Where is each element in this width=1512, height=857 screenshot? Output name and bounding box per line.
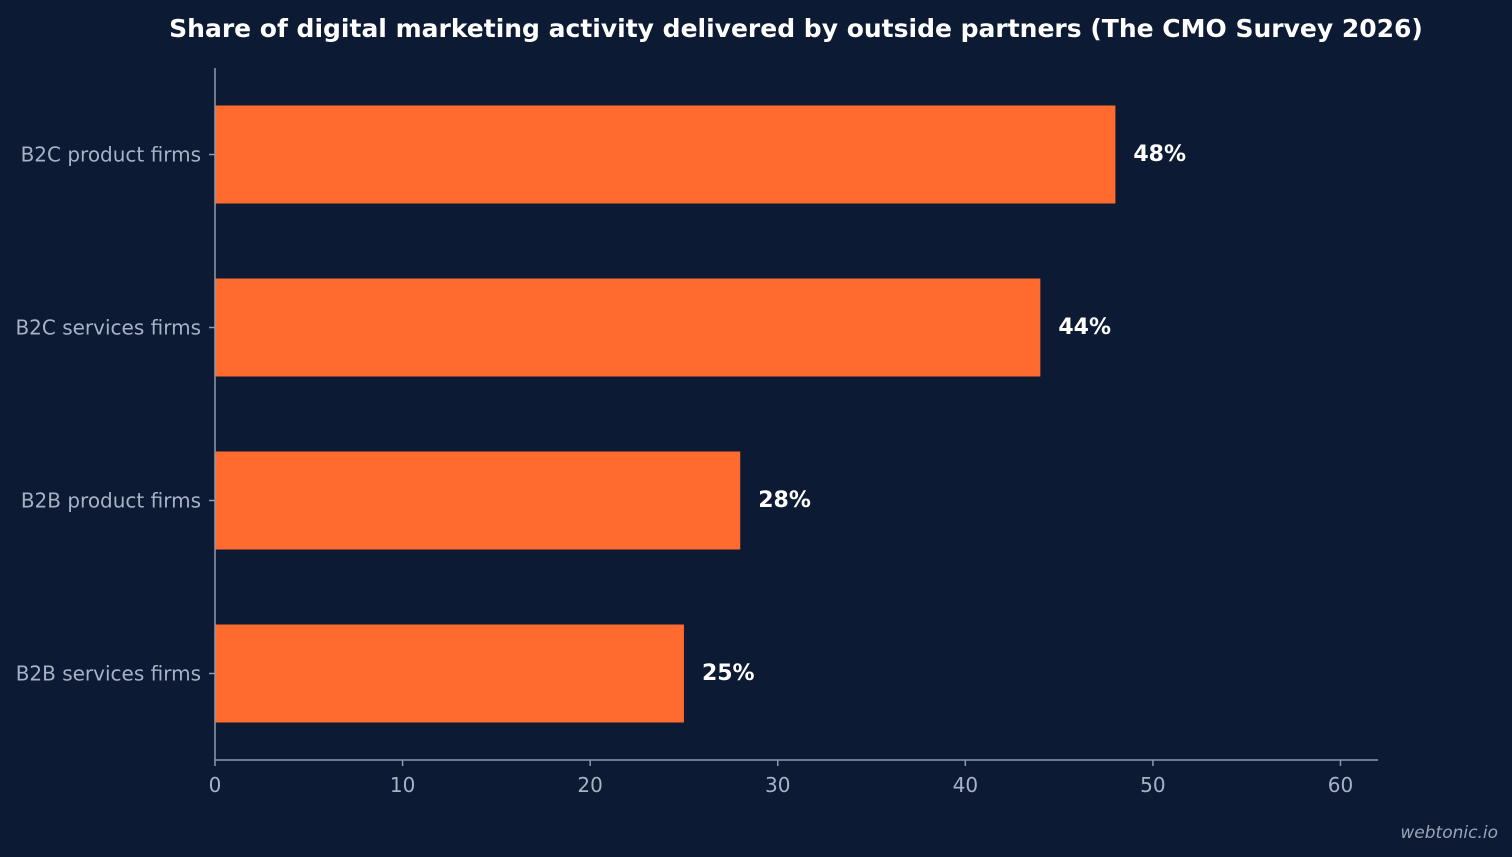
category-labels-layer: B2C product firms B2C services firms B2B p… <box>15 143 215 686</box>
x-tick-label: 10 <box>390 773 415 797</box>
chart-title: Share of digital marketing activity deli… <box>169 14 1423 43</box>
watermark-text: webtonic.io <box>1400 823 1498 843</box>
data-label: 25% <box>702 661 755 686</box>
bar-4 <box>215 624 684 723</box>
data-label: 44% <box>1058 315 1111 340</box>
data-label: 48% <box>1133 142 1186 167</box>
x-ticks-layer: 0 10 20 30 40 50 60 <box>209 760 1353 797</box>
data-label: 28% <box>758 488 811 513</box>
axes-layer <box>214 68 1378 761</box>
x-tick-label: 20 <box>577 773 602 797</box>
bar-1 <box>215 105 1116 204</box>
bars-layer <box>215 105 1116 723</box>
bar-3 <box>215 451 741 550</box>
bar-2 <box>215 278 1041 377</box>
value-labels-layer: 48% 44% 28% 25% <box>702 142 1186 686</box>
category-label: B2C services firms <box>15 316 201 340</box>
category-label: B2B product firms <box>21 489 201 513</box>
x-tick-label: 30 <box>765 773 790 797</box>
category-label: B2B services firms <box>16 662 201 686</box>
x-tick-label: 60 <box>1328 773 1353 797</box>
x-tick-label: 40 <box>953 773 978 797</box>
category-label: B2C product firms <box>21 143 201 167</box>
x-tick-label: 50 <box>1140 773 1165 797</box>
x-tick-label: 0 <box>209 773 222 797</box>
